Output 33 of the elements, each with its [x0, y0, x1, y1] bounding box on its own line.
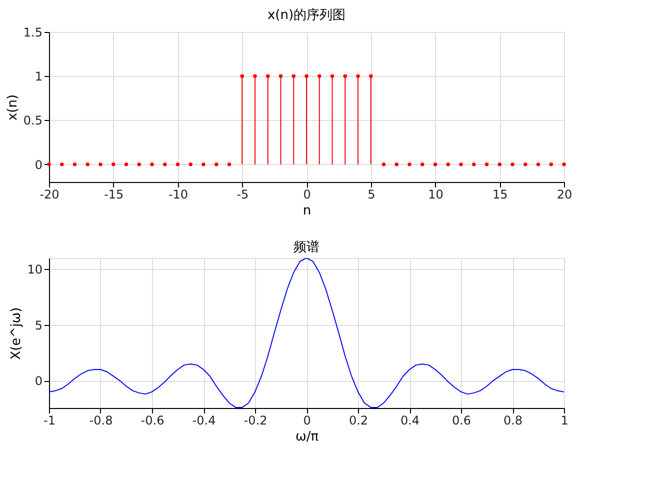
- x-tick-label: 20: [556, 188, 572, 202]
- y-axis-title: X(e^jω): [9, 307, 24, 360]
- x-tick-label: 0: [303, 188, 311, 202]
- x-tick-label: -1: [44, 414, 56, 428]
- x-tick-label: 0: [303, 414, 311, 428]
- y-tick-label: 5: [34, 318, 42, 332]
- y-tick-label: 1: [34, 70, 42, 84]
- x-tick-label: -20: [40, 188, 60, 202]
- y-tick-label: 10: [27, 262, 42, 277]
- x-tick-label: 0.2: [348, 414, 368, 428]
- x-tick-label: 15: [492, 188, 508, 202]
- y-tick-label: 1.5: [23, 26, 42, 40]
- y-tick-label: 0: [34, 374, 42, 388]
- x-tick-label: -0.6: [140, 414, 164, 428]
- x-tick-label: 5: [368, 188, 376, 202]
- x-tick-label: -0.8: [89, 414, 113, 428]
- x-axis-title: ω/π: [295, 430, 319, 444]
- x-tick-label: -0.2: [244, 414, 268, 428]
- x-tick-label: 1: [560, 414, 568, 428]
- x-axis-title: n: [302, 204, 312, 218]
- x-tick-label: 0.6: [452, 414, 472, 428]
- x-tick-label: 0.8: [503, 414, 523, 428]
- y-tick-label: 0: [34, 158, 42, 172]
- x-tick-label: -15: [104, 188, 124, 202]
- chart-title: 频谱: [294, 240, 320, 255]
- x-tick-label: -0.4: [192, 414, 216, 428]
- y-tick-label: 0.5: [23, 114, 42, 128]
- x-tick-label: -10: [168, 188, 188, 202]
- x-tick-label: 0.4: [400, 414, 420, 428]
- x-tick-label: 10: [428, 188, 444, 202]
- chart-title: x(n)的序列图: [267, 7, 346, 23]
- x-tick-label: -5: [236, 188, 249, 202]
- y-axis-title: x(n): [5, 94, 20, 121]
